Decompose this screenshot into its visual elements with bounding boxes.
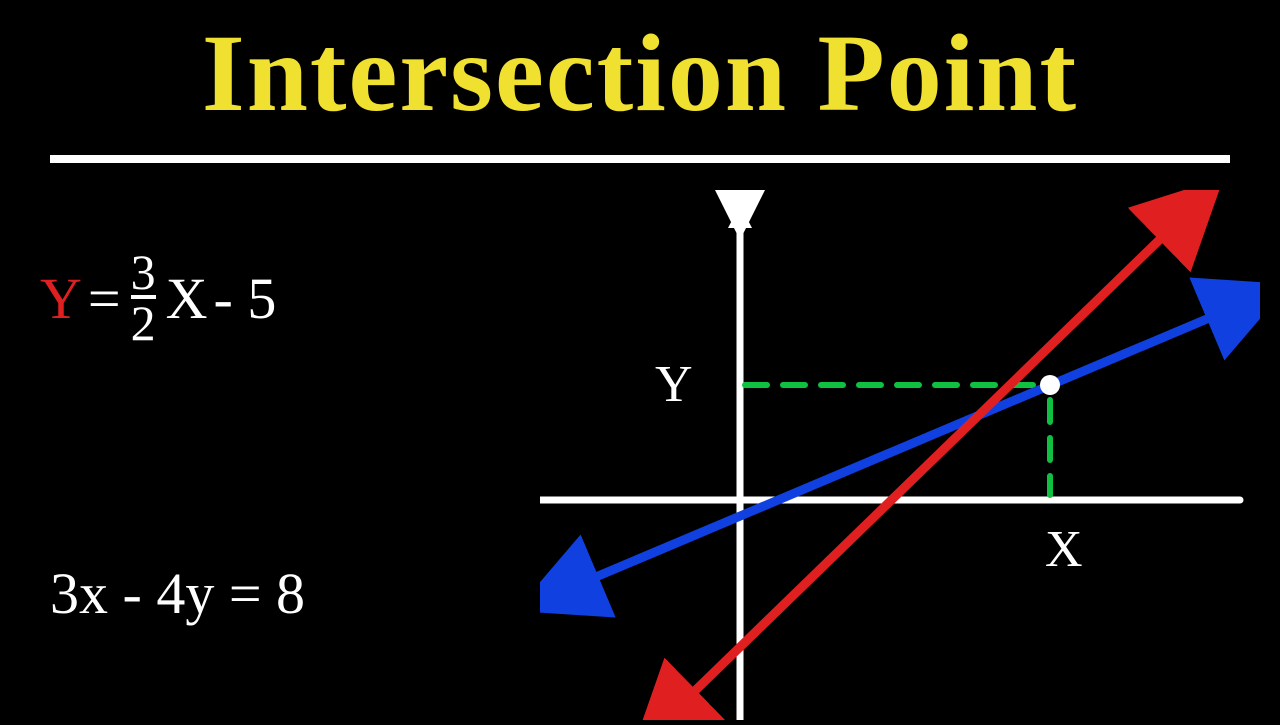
y-axis-label: Y xyxy=(655,355,693,414)
equation-2: 3x - 4y = 8 xyxy=(50,560,305,627)
graph: Y X xyxy=(540,190,1260,720)
intersection-point xyxy=(1040,375,1060,395)
eq1-fraction: 3 2 xyxy=(131,250,156,346)
equation-1: Y = 3 2 X - 5 xyxy=(40,250,276,346)
y-axis-arrow xyxy=(728,205,752,228)
title-text: Intersection Point xyxy=(202,10,1078,137)
graph-svg xyxy=(540,190,1260,720)
line-blue xyxy=(565,305,1240,590)
title-underline xyxy=(50,155,1230,163)
eq1-numerator: 3 xyxy=(131,250,156,295)
eq1-denominator: 2 xyxy=(131,295,156,346)
eq2-text: 3x - 4y = 8 xyxy=(50,560,305,627)
eq1-y: Y xyxy=(40,265,82,332)
eq1-var: X xyxy=(166,265,208,332)
x-axis-label: X xyxy=(1045,520,1083,579)
eq1-tail: - 5 xyxy=(214,265,277,332)
eq1-equals: = xyxy=(88,265,121,332)
line-red xyxy=(670,215,1185,715)
